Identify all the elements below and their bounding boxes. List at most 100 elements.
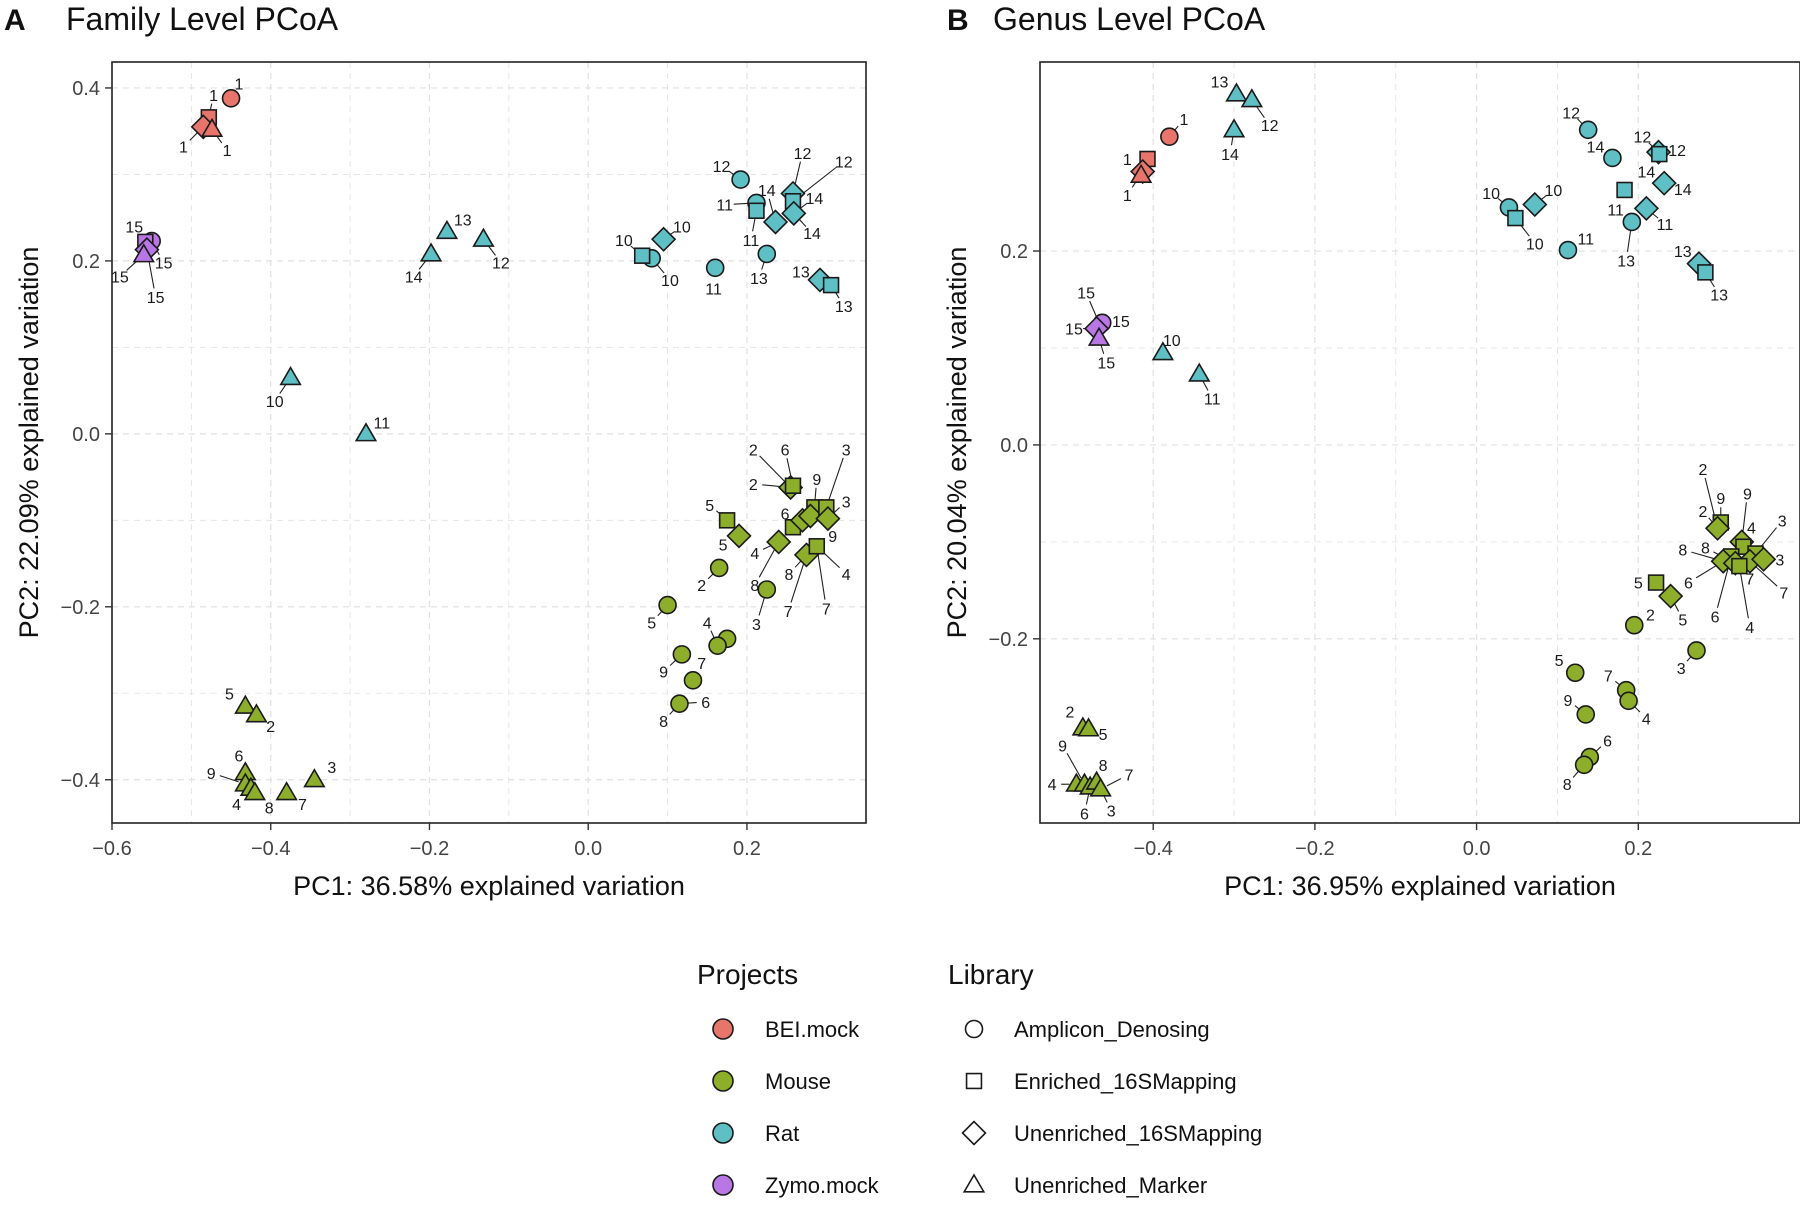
data-point [784,477,802,494]
point-label: 8 [1701,541,1710,558]
legend-library-label: Enriched_16SMapping [1014,1069,1237,1094]
legend-project-swatch [712,1174,734,1196]
point-label: 9 [1058,738,1067,755]
y-tick-label: 0.2 [1000,241,1028,263]
data-point [1222,118,1246,138]
data-point [1619,691,1638,711]
label-leader-line [1089,300,1097,317]
plot-border [1039,61,1800,824]
data-point [1578,120,1598,140]
point-label: 12 [794,146,812,163]
data-point [1633,195,1659,221]
data-point [683,671,703,690]
point-label: 3 [1107,803,1116,820]
point-label: 7 [1124,768,1133,785]
point-label: 4 [750,546,759,563]
label-leader-line [189,131,199,141]
point-label: 11 [1607,202,1624,219]
points [1065,82,1777,797]
x-tick-label: −0.4 [251,838,290,860]
data-point [1188,362,1211,382]
point-label: 6 [1080,806,1089,823]
point-label: 13 [1211,74,1229,91]
point-label: 3 [1775,552,1784,569]
point-label: 1 [1123,152,1132,169]
point-label: 2 [1699,504,1708,521]
point-label: 5 [647,615,656,632]
points [132,89,841,801]
point-label: 14 [806,191,824,208]
point-label: 8 [1563,777,1572,794]
legend-library-swatch [964,1019,984,1039]
legend-project-swatch [712,1018,734,1040]
point-label: 10 [673,219,691,236]
data-point [243,781,267,801]
point-label: 8 [1678,543,1687,560]
label-leader-line [794,161,801,187]
label-leader-line [1255,105,1265,118]
point-label: 14 [1674,182,1692,199]
x-tick-label: 0.2 [1624,838,1652,860]
point-label: 1 [179,140,188,157]
point-label: 12 [835,154,853,171]
point-label: 8 [785,567,794,584]
label-leader-line [219,775,239,783]
label-leader-line [798,166,838,198]
point-label: 4 [1747,520,1756,537]
point-label: 13 [1617,254,1635,271]
point-label: 6 [781,442,790,459]
point-label: 6 [701,695,710,712]
point-label: 11 [743,233,760,250]
point-label: 6 [1684,576,1693,593]
data-point [354,422,378,442]
label-leader-line [817,553,826,600]
data-point [1622,212,1642,232]
point-label: 15 [1077,286,1095,303]
point-label: 14 [758,183,776,200]
data-point [1160,127,1179,146]
legend-shape-triangle [962,1173,986,1193]
point-label: 5 [1678,612,1687,629]
plot-border [111,61,867,824]
point-labels: 111 1151515151011131214101010121111111412… [111,77,853,818]
data-point [419,242,443,262]
point-label: 9 [828,529,837,546]
point-label: 4 [232,797,241,814]
x-axis-title: PC1: 36.58% explained variation [293,871,685,901]
label-leader-line [814,487,817,501]
y-tick-label: 0.0 [1000,435,1028,457]
label-leader-line [733,202,750,205]
label-leader-line [1742,502,1747,535]
point-label: 1 [235,77,244,94]
data-point [1704,515,1731,541]
data-point [709,558,729,578]
data-point [1522,191,1548,218]
panel-A: A Family Level PCoA −0.6 −0.4 −0.2 0.0 0.2 −0.4… [4,1,867,901]
point-label: 14 [405,269,423,286]
label-leader-line [759,455,787,483]
point-label: 2 [1065,705,1074,722]
point-label: 10 [1482,186,1500,203]
point-label: 4 [1048,777,1057,794]
point-label: 1 [209,88,218,105]
data-point [1077,717,1100,737]
label-leader-line [1100,344,1105,355]
data-point [1751,546,1777,572]
label-leader-line [1704,477,1717,522]
data-point [766,529,792,555]
chart-title: Genus Level PCoA [993,1,1266,37]
point-label: 9 [1743,486,1752,503]
point-label: 8 [659,714,668,731]
point-label: 7 [1779,585,1788,602]
data-point [200,117,224,138]
label-leader-line [1740,572,1749,619]
point-label: 10 [661,273,679,290]
point-label: 5 [719,538,728,555]
point-label: 6 [1603,734,1612,751]
point-label: 15 [111,269,129,286]
point-label: 12 [1668,143,1686,160]
point-label: 7 [1745,572,1754,589]
point-label: 4 [1745,620,1754,637]
data-point [1697,264,1714,281]
legend-project-label: BEI.mock [765,1017,860,1042]
